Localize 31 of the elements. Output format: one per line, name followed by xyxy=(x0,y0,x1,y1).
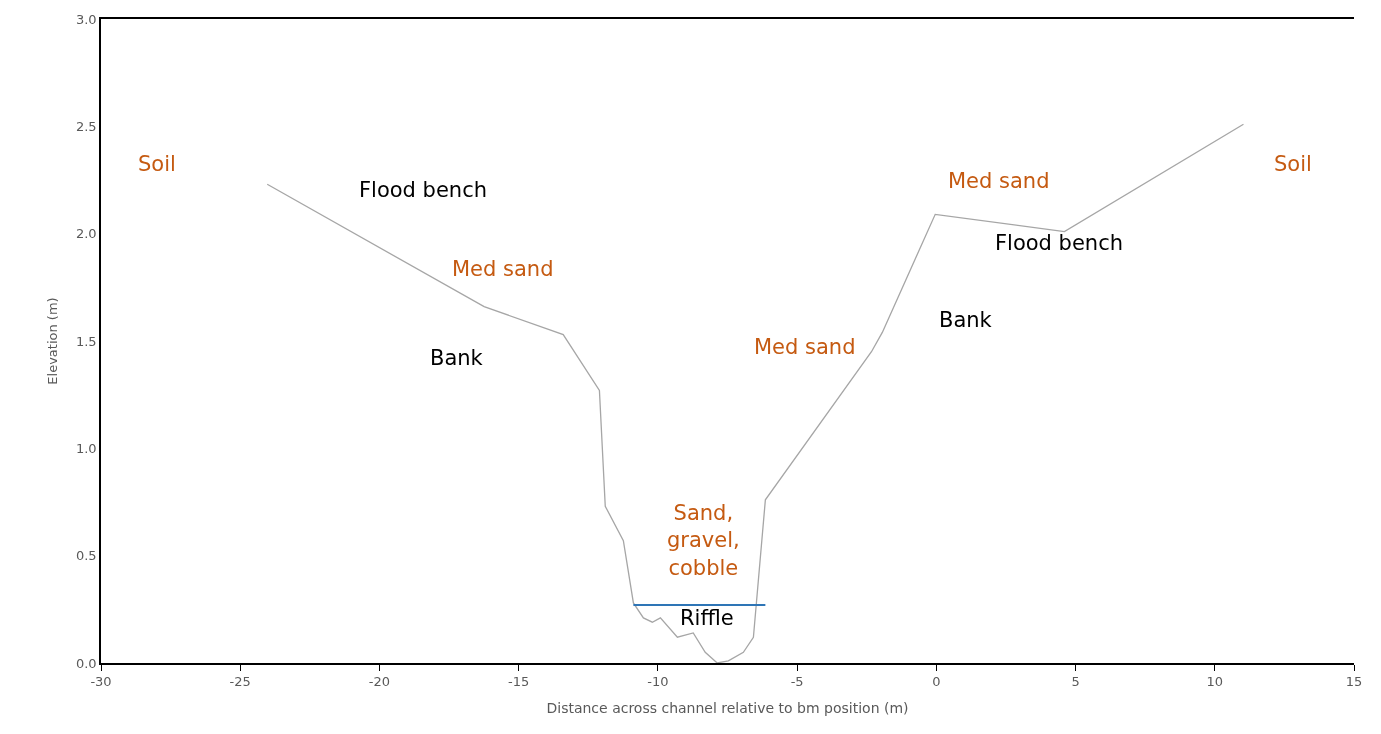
x-tick-label: -15 xyxy=(508,674,530,690)
annotation: Bank xyxy=(430,346,484,370)
x-axis-title: Distance across channel relative to bm position (m) xyxy=(546,700,909,717)
y-tick-label: 0.5 xyxy=(75,548,97,564)
x-tick-label: -5 xyxy=(790,674,804,690)
annotation: Soil xyxy=(138,152,176,176)
annotation: Soil xyxy=(1274,152,1312,176)
y-axis-title: Elevation (m) xyxy=(45,297,61,385)
annotation: Flood bench xyxy=(359,178,488,202)
x-tick-label: -25 xyxy=(229,674,251,690)
x-tick-label: 0 xyxy=(932,674,941,690)
line-series xyxy=(266,123,1245,663)
annotation: Riffle xyxy=(680,606,734,630)
y-tick-label: 3.0 xyxy=(75,11,97,27)
x-tick-label: 10 xyxy=(1206,674,1224,690)
y-tick-label: 2.0 xyxy=(75,226,97,242)
annotation: Med sand xyxy=(754,335,856,359)
annotation: Flood bench xyxy=(995,231,1124,255)
annotation: Med sand xyxy=(452,257,554,281)
x-tick-label: -20 xyxy=(368,674,391,690)
y-tick-label: 1.5 xyxy=(75,333,97,349)
x-tick-label: -30 xyxy=(90,674,112,690)
x-tick-label: 15 xyxy=(1345,674,1363,690)
x-tick-label: 5 xyxy=(1071,674,1080,690)
x-tick-label: -10 xyxy=(647,674,669,690)
y-tick-label: 0.0 xyxy=(75,655,97,671)
annotation: Sand, gravel, cobble xyxy=(667,501,740,580)
annotation: Med sand xyxy=(948,169,1050,193)
y-tick-label: 1.0 xyxy=(75,440,97,456)
annotation: Bank xyxy=(939,308,993,332)
y-tick-label: 2.5 xyxy=(75,118,97,134)
